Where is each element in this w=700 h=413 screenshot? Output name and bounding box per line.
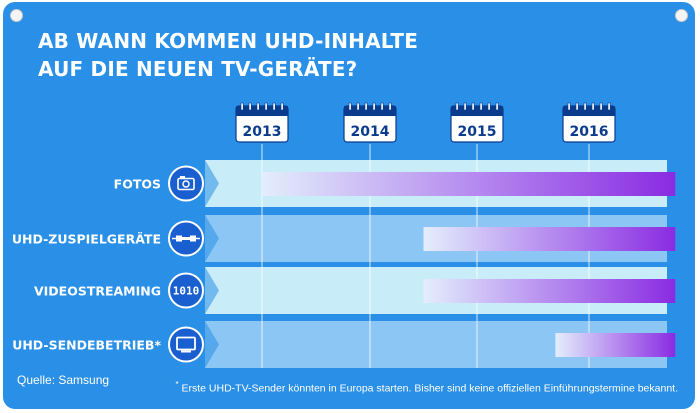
binary-stream-icon: 1010 xyxy=(168,272,204,309)
footnote: * Erste UHD-TV-Sender könnten in Europa … xyxy=(175,380,678,395)
footnote-marker: * xyxy=(175,380,179,389)
source-note: Quelle: Samsung xyxy=(17,373,110,387)
row-label: VIDEOSTREAMING xyxy=(34,284,161,299)
lane-arrow xyxy=(205,215,219,262)
cable-connector-icon xyxy=(168,220,204,257)
calendar-tick-2015: 2015 xyxy=(450,102,504,143)
row-label: UHD-SENDEBETRIEB* xyxy=(12,338,161,353)
title-line-2: AUF DIE NEUEN TV-GERÄTE? xyxy=(38,57,358,81)
row-label: FOTOS xyxy=(114,177,161,192)
row-label: UHD-ZUSPIELGERÄTE xyxy=(12,232,161,247)
bar-videostreaming xyxy=(423,279,676,303)
camera-icon xyxy=(168,165,204,202)
svg-text:1010: 1010 xyxy=(173,285,200,298)
lane-arrow xyxy=(205,267,219,314)
pin-right xyxy=(675,9,688,22)
tick-label-2016: 2016 xyxy=(570,124,609,140)
footnote-text: Erste UHD-TV-Sender könnten in Europa st… xyxy=(181,382,679,395)
chart-title: AB WANN KOMMEN UHD-INHALTE AUF DIE NEUEN… xyxy=(38,27,418,83)
calendar-tick-2016: 2016 xyxy=(562,102,616,143)
bar-uhd-zuspielger-te xyxy=(423,227,676,251)
calendar-tick-2014: 2014 xyxy=(343,102,397,143)
tick-label-2015: 2015 xyxy=(458,124,497,140)
bar-fotos xyxy=(262,172,676,196)
title-line-1: AB WANN KOMMEN UHD-INHALTE xyxy=(38,29,419,53)
lane-arrow xyxy=(205,160,219,207)
tick-label-2014: 2014 xyxy=(351,124,390,140)
bar-uhd-sendebetrieb- xyxy=(555,333,676,357)
calendar-tick-2013: 2013 xyxy=(235,102,289,143)
lane-arrow xyxy=(205,321,219,368)
tv-icon xyxy=(168,326,204,363)
tick-label-2013: 2013 xyxy=(243,124,282,140)
pin-left xyxy=(10,9,23,22)
